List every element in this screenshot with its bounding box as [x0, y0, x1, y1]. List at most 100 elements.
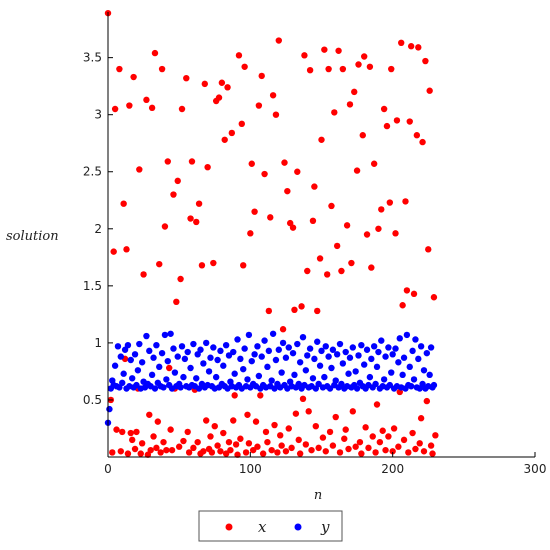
point-y	[205, 368, 213, 375]
point-x	[335, 47, 342, 54]
point-x	[427, 442, 435, 449]
point-y	[255, 372, 263, 380]
point-y	[160, 384, 167, 391]
point-x	[211, 422, 218, 430]
point-x	[343, 222, 351, 229]
point-y	[314, 338, 321, 345]
point-x	[323, 271, 331, 278]
point-y	[355, 352, 362, 359]
point-y	[389, 351, 396, 358]
point-x	[252, 418, 260, 425]
point-y	[299, 333, 307, 341]
point-x	[416, 440, 423, 447]
point-y	[178, 343, 186, 350]
point-x	[271, 421, 278, 429]
point-y	[361, 361, 368, 368]
point-y	[342, 348, 349, 356]
point-x	[214, 442, 221, 449]
point-y	[306, 345, 314, 352]
legend-label-x: x	[258, 518, 267, 536]
point-y	[368, 355, 375, 363]
point-y	[264, 363, 271, 371]
point-x	[338, 267, 345, 275]
point-x	[185, 449, 193, 456]
point-x	[365, 444, 372, 452]
point-y	[312, 385, 320, 392]
point-y	[419, 380, 426, 388]
point-x	[302, 441, 310, 448]
point-y	[352, 368, 359, 375]
point-x	[261, 170, 268, 178]
point-y	[261, 337, 268, 344]
point-x	[409, 429, 416, 437]
point-x	[400, 436, 408, 444]
point-x	[296, 450, 304, 457]
point-y	[170, 345, 177, 352]
point-x	[140, 271, 147, 278]
point-y	[272, 356, 280, 364]
point-x	[429, 450, 436, 457]
point-x	[138, 440, 146, 447]
point-y	[378, 337, 385, 344]
point-y	[410, 376, 418, 383]
point-y	[240, 365, 247, 373]
point-y	[372, 380, 379, 388]
point-x	[247, 230, 254, 237]
point-x	[230, 417, 237, 424]
point-x	[232, 441, 240, 448]
point-x	[222, 450, 230, 457]
point-x	[403, 287, 411, 294]
point-x	[231, 392, 238, 399]
point-y	[214, 356, 221, 364]
point-y	[296, 359, 304, 366]
point-y	[244, 376, 251, 383]
point-x	[332, 413, 339, 421]
point-y	[119, 379, 126, 387]
point-x	[362, 424, 369, 431]
point-y	[106, 405, 113, 413]
point-y	[153, 341, 160, 349]
point-x	[306, 66, 314, 74]
point-x	[166, 364, 173, 372]
point-y	[375, 348, 382, 356]
point-y	[194, 351, 201, 358]
point-x	[113, 426, 120, 433]
point-y	[231, 370, 238, 377]
point-x	[386, 199, 394, 206]
point-x	[315, 444, 322, 452]
point-x	[150, 433, 157, 440]
point-x	[333, 242, 341, 250]
point-y	[315, 380, 322, 388]
point-y	[406, 363, 413, 371]
point-x	[426, 87, 433, 94]
point-x	[234, 451, 241, 458]
point-y	[268, 377, 275, 384]
point-x	[345, 445, 352, 453]
point-y	[220, 362, 227, 369]
point-x	[240, 262, 247, 269]
point-x	[379, 427, 386, 434]
point-y	[245, 331, 253, 339]
point-x	[227, 446, 234, 454]
x-tick-label: 200	[381, 462, 404, 476]
point-x	[385, 433, 392, 440]
point-x	[432, 432, 439, 439]
point-y	[212, 373, 220, 381]
point-x	[279, 326, 287, 333]
point-y	[117, 353, 125, 360]
point-x	[157, 449, 164, 456]
point-x	[392, 230, 399, 237]
point-y	[427, 344, 435, 351]
point-x	[262, 428, 270, 436]
point-y	[349, 344, 357, 351]
point-y	[345, 370, 352, 377]
y-tick-label: 0.5	[83, 393, 102, 407]
y-tick-label: 1.5	[83, 279, 102, 293]
point-y	[403, 331, 411, 339]
point-y	[217, 347, 224, 355]
series-x-points	[104, 9, 439, 458]
y-axis-label: solution	[6, 229, 59, 244]
point-y	[412, 336, 419, 343]
point-y	[373, 363, 381, 371]
point-y	[156, 363, 163, 371]
